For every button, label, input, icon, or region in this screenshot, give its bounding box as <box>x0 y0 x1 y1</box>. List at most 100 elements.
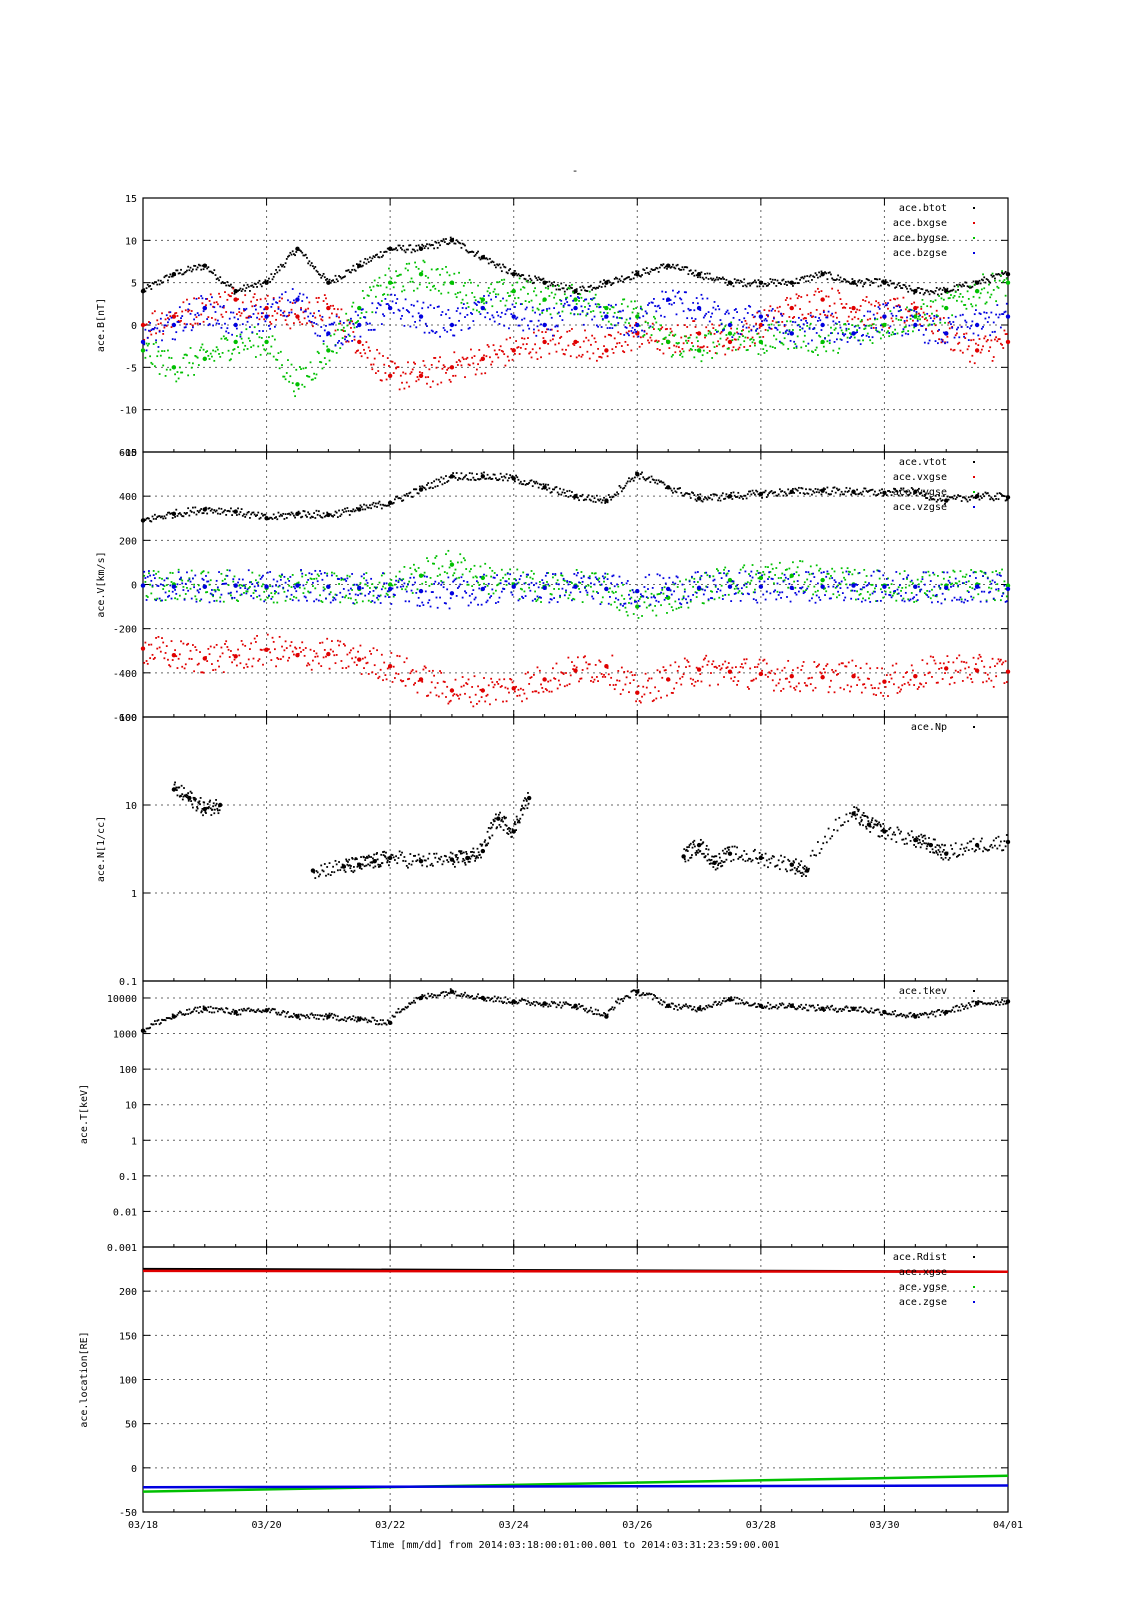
trace-dot <box>654 686 657 689</box>
trace-dot <box>175 312 178 314</box>
trace-dot <box>478 584 481 586</box>
trace-dot <box>277 306 280 309</box>
trace-dot <box>750 338 753 340</box>
trace-dot <box>950 496 952 499</box>
trace-dot <box>329 304 332 307</box>
trace-dot <box>952 497 955 500</box>
trace-dot <box>436 246 439 249</box>
trace-dot <box>474 299 477 302</box>
trace-dot <box>201 297 204 300</box>
trace-dot <box>906 671 908 674</box>
trace-dot <box>314 587 317 590</box>
trace-dot <box>648 273 651 275</box>
trace-dot <box>601 499 604 502</box>
trace-dot <box>584 306 586 308</box>
trace-dot <box>650 268 653 271</box>
trace-dot <box>348 514 351 516</box>
trace-dot <box>737 279 740 282</box>
trace-dot <box>833 302 836 305</box>
trace-dot <box>209 509 212 512</box>
trace-dot <box>591 334 594 337</box>
trace-dot <box>306 515 308 518</box>
trace-dot <box>896 332 899 335</box>
trace-dot <box>273 592 276 595</box>
trace-dot <box>290 363 293 366</box>
trace-dot <box>430 244 433 246</box>
trace-dot <box>872 326 875 329</box>
trace-dot <box>884 492 887 495</box>
trace-dot <box>824 314 826 316</box>
trace-dot <box>453 334 456 337</box>
trace-dot <box>436 682 439 684</box>
trace-dot <box>366 356 369 359</box>
trace-dot <box>731 339 734 342</box>
trace-dot <box>492 344 495 347</box>
trace-dot <box>997 316 1000 319</box>
trace-dot <box>230 507 232 510</box>
trace-dot <box>155 572 157 575</box>
trace-dot <box>353 326 356 329</box>
trace-dot <box>681 494 684 497</box>
trace-dot <box>465 358 468 360</box>
trace-dot <box>445 475 447 477</box>
trace-dot <box>459 242 462 245</box>
trace-dot <box>637 270 640 273</box>
trace-dot <box>336 639 339 642</box>
trace-dot <box>713 666 716 668</box>
trace-dot <box>528 481 531 484</box>
trace-dot <box>259 353 262 356</box>
trace-dot <box>460 301 463 304</box>
trace-dot <box>247 285 250 288</box>
trace-dot <box>538 347 541 350</box>
trace-dot <box>1004 310 1007 313</box>
trace-dot <box>426 243 428 246</box>
trace-dot <box>986 278 989 281</box>
trace-dot <box>345 312 348 315</box>
trace-dot <box>315 269 318 272</box>
trace-dot <box>249 315 251 318</box>
trace-dot <box>787 659 790 662</box>
trace-dot <box>909 308 912 311</box>
trace-dot <box>537 308 540 311</box>
trace-dot <box>616 316 618 319</box>
trace-dot <box>989 334 992 337</box>
trace-dot <box>998 492 1001 494</box>
trace-dot <box>585 289 588 292</box>
trace-dot <box>489 356 491 359</box>
trace-dot <box>307 307 310 310</box>
trace-dot <box>213 589 216 591</box>
trace-dot <box>740 333 743 336</box>
trace-dot <box>936 342 939 345</box>
trace-dot <box>985 301 988 304</box>
trace-dot <box>502 576 504 579</box>
trace-dot <box>544 688 547 690</box>
trace-dot <box>869 667 872 670</box>
trace-dot <box>540 279 542 281</box>
trace-dot <box>239 662 242 665</box>
trace-dot <box>679 350 681 353</box>
trace-dot <box>205 351 207 353</box>
trace-dot <box>991 359 994 362</box>
trace-dot <box>902 676 905 678</box>
trace-dot <box>708 497 711 500</box>
trace-dot <box>471 250 474 253</box>
trace-dot <box>910 302 913 305</box>
trace-dot <box>537 691 540 694</box>
trace-dot <box>422 360 425 362</box>
trace-dot <box>533 290 535 293</box>
trace-dot <box>809 311 812 314</box>
trace-dot <box>572 668 575 671</box>
trace-dot <box>259 598 262 601</box>
trace-dot <box>595 305 598 308</box>
trace-dot <box>338 644 340 647</box>
trace-dot <box>807 280 810 283</box>
trace-dot <box>257 581 260 584</box>
trace-dot <box>699 276 702 279</box>
trace-dot <box>535 294 538 297</box>
trace-dot <box>206 267 209 270</box>
trace-dot <box>207 316 210 319</box>
trace-dot <box>995 313 998 316</box>
trace-dot <box>965 281 968 284</box>
trace-dot <box>489 292 491 295</box>
trace-dot <box>271 278 274 281</box>
